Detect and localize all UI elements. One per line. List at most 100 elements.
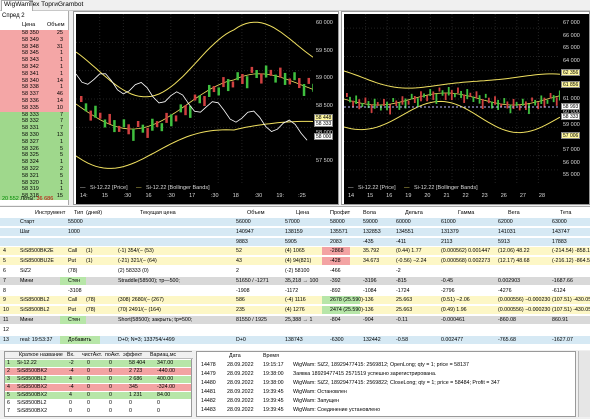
instrument-list-row[interactable]: 2 SiS8500BK2 -4 0 0 2 723 -440.00 (5, 368, 191, 375)
list-cell-name: SiS8500BL2 (17, 400, 47, 406)
x-tick-label: 19: (276, 193, 285, 199)
book-ask-row[interactable]: 58 350 25 (0, 30, 69, 37)
log-row[interactable]: 14478 28.09.2022 19:15:17 WigWam: SiZ2, 189… (197, 361, 575, 369)
ask-price: 58 341 (22, 70, 39, 77)
book-ask-row[interactable]: 58 342 1 (0, 64, 69, 71)
add-button-cell[interactable] (60, 335, 100, 344)
instrument-list-row[interactable]: 5 SiS8500BX2 4 0 0 1 231 84.00 (5, 392, 191, 399)
cell-vol: 43 (236, 258, 242, 265)
chart-right-svg (343, 14, 561, 184)
log-row[interactable]: 14483 28.09.2022 19:39:45 WigWam: Соединени… (197, 406, 575, 414)
table-row[interactable]: 9 SiS8500BL2 Call (78) (308) 2680/(− (267) 58… (0, 296, 590, 305)
table-row[interactable]: 6 SiZ2 (78) (2) 58333 (0) 2 (-2) 58100 -466 -2 (0, 267, 590, 275)
list-cell-b: 0 (87, 400, 90, 406)
cell-type: 1000 (68, 228, 80, 235)
candle (543, 97, 546, 108)
cell-inst: Шаг (20, 228, 30, 235)
cell-type[interactable]: Добавить (68, 336, 92, 343)
candle (395, 100, 398, 107)
tab-wigwam[interactable]: WigWam (1, 0, 34, 11)
candle (540, 95, 543, 104)
candle (441, 90, 444, 96)
instrument-list-row[interactable]: 4 SiS8500BX2 -4 0 0 345 -324.00 (5, 384, 191, 391)
cell-theta: -1687.66 (552, 277, 573, 284)
instrument-list-row[interactable]: 6 SiS8500BL2 0 0 0 0 0 (5, 400, 191, 407)
cell-type[interactable]: Стен (68, 277, 81, 284)
book-ask-row[interactable]: 58 335 10 (0, 104, 69, 112)
table-row[interactable]: Шаг 1000 140947 138159 135571 132853 134551 131… (0, 227, 590, 236)
book-bid-row[interactable]: 58 333 7 (0, 111, 69, 119)
tab-tech-trading[interactable]: Тех Торги (29, 1, 58, 8)
cell-type[interactable]: Стен (68, 317, 81, 323)
book-ask-row[interactable]: 58 341 1 (0, 70, 69, 78)
cell-vega: -4276 (498, 287, 512, 294)
cell-n: 10 (3, 307, 9, 314)
book-bid-row[interactable]: 58 327 1 (0, 138, 69, 146)
bollinger-upper-line (75, 21, 314, 98)
book-ask-row[interactable]: 58 336 14 (0, 98, 69, 105)
log-scrollbar[interactable] (578, 351, 590, 417)
table-row[interactable]: 5 SiS8500BU2E Put (1) (-21) 321/(− (64) 43 (4)… (0, 257, 590, 266)
cell-vola: -435 (363, 238, 374, 245)
candle (250, 66, 254, 73)
table-row[interactable]: Старт 55000 56000 57000 58000 59000 60000 61000… (0, 218, 590, 226)
book-ask-row[interactable]: 58 343 1 (0, 57, 69, 65)
candle (370, 104, 373, 113)
profit-positive-cell (322, 306, 360, 315)
table-row[interactable]: 10 SiS8500BL2 Put (78) (70) 2491/(− (164) 235… (0, 306, 590, 315)
candle (376, 101, 379, 106)
instrument-list-row[interactable]: 7 SiS8500BX2 0 0 0 0 0 (5, 408, 191, 415)
book-bid-row[interactable]: 58 321 5 (0, 172, 69, 180)
instrument-list-row[interactable]: 1 Si-12.22 -2 0 0 58 404 347.00 (5, 360, 191, 367)
table-row[interactable]: 11 Мини Стен Short(58500); закрыть; tp=500;… (0, 316, 590, 324)
table-row[interactable]: 8 -3108 -1908 -1172 -892 -1084 -1724 -2796 -4276… (0, 286, 590, 295)
log-row[interactable]: 14479 28.09.2022 19:38:00 Заявка 1892947741… (197, 370, 575, 378)
list-cell-b: 0 (87, 376, 90, 382)
book-ask-row[interactable]: 58 348 31 (0, 43, 69, 51)
cell-vega: 141031 (498, 228, 516, 235)
table-row[interactable]: 12 (0, 325, 590, 334)
cell-vega: (0.000556) −0.000230 (498, 307, 551, 314)
positions-table: Инструмент Тип (дней) Текущая цена Объем… (0, 206, 590, 350)
book-bid-row[interactable]: 58 332 7 (0, 118, 69, 126)
instrument-list-row[interactable]: 3 SiS8500BL2 4 0 0 2 686 400.00 (5, 376, 191, 383)
table-row[interactable]: 13 real: 19:53:37 Добавить D+0; N=3; 133754… (0, 335, 590, 344)
table-row[interactable]: 4 SiS8500BK2E Call (1) (-1) 354/(− (53) 52 (4)… (0, 247, 590, 256)
book-bid-row[interactable]: 58 318 15 (0, 193, 69, 201)
tab-grambot[interactable]: Grambot (58, 1, 84, 8)
book-ask-row[interactable]: 58 340 14 (0, 77, 69, 85)
candle (478, 95, 481, 104)
candle (410, 93, 413, 100)
chart-left-plot[interactable] (75, 14, 315, 184)
cell-gamma: -0.45 (441, 277, 454, 284)
table-row[interactable]: 7 Мини Стен Straddle(58500); тр—500; 51650 /… (0, 276, 590, 285)
cell-cur: Short(58500); закрыть; tp=500; (118, 317, 193, 323)
candle (307, 77, 311, 84)
book-ask-row[interactable]: 58 338 1 (0, 84, 69, 92)
book-bid-row[interactable]: 58 331 7 (0, 125, 69, 133)
book-bid-row[interactable]: 58 330 13 (0, 132, 69, 139)
log-row[interactable]: 14481 28.09.2022 19:39:45 WigWam: Остановле… (197, 388, 575, 396)
log-row[interactable]: 14482 28.09.2022 19:39:45 WigWam: Запущен (197, 397, 575, 405)
book-bid-row[interactable]: 58 322 2 (0, 166, 69, 173)
table-row[interactable]: 9883 5905 2083 -435 -411 2113 5913 17883 (0, 237, 590, 246)
book-ask-row[interactable]: 58 337 46 (0, 91, 69, 99)
chart-right-plot[interactable] (343, 14, 561, 184)
candle (367, 101, 370, 109)
book-bid-row[interactable]: 58 326 5 (0, 145, 69, 153)
book-bid-row[interactable]: 58 324 1 (0, 159, 69, 167)
book-bid-row[interactable]: 58 325 5 (0, 152, 69, 160)
book-bid-row[interactable]: 58 320 1 (0, 179, 69, 187)
list-cell-d: 0 (129, 400, 132, 406)
cell-price: 138159 (285, 228, 303, 235)
cell-delta: -0.11 (396, 317, 408, 323)
list-cell-c: 0 (109, 408, 112, 414)
book-bid-row[interactable]: 58 319 1 (0, 186, 69, 194)
book-ask-row[interactable]: 58 345 1 (0, 50, 69, 58)
cell-delta: -2 (396, 268, 401, 274)
log-row[interactable]: 14480 28.09.2022 19:38:00 WigWam: SiZ2, 189… (197, 379, 575, 387)
book-ask-row[interactable]: 58 349 3 (0, 36, 69, 44)
candle (132, 128, 135, 141)
